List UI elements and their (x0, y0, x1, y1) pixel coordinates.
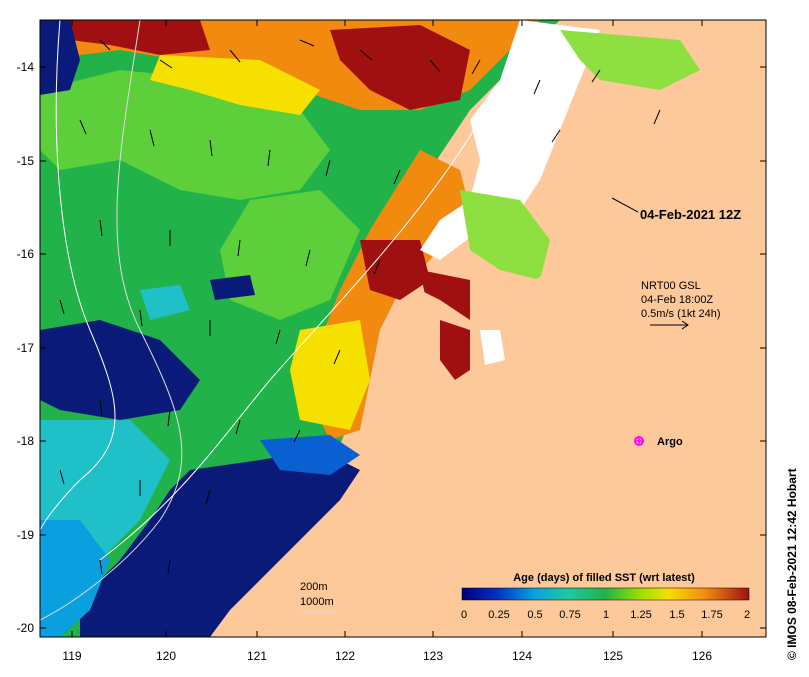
y-label: -18 (17, 434, 35, 448)
colorbar-tick: 0.5 (527, 609, 542, 621)
colorbar-title: Age (days) of filled SST (wrt latest) (513, 572, 695, 584)
date-label: 04-Feb-2021 12Z (640, 207, 741, 222)
y-label: -16 (17, 247, 35, 261)
y-axis-labels: -14 -15 -16 -17 -18 -19 -20 (17, 60, 35, 635)
colorbar-tick: 1.25 (630, 609, 651, 621)
y-label: -19 (17, 528, 35, 542)
x-label: 119 (62, 649, 81, 663)
x-label: 122 (335, 649, 355, 663)
plot-border (39, 19, 767, 638)
colorbar-ticks: 0 0.25 0.5 0.75 1 1.25 1.5 1.75 2 (461, 609, 750, 621)
x-axis-labels: 119 120 121 122 123 124 125 126 (62, 649, 712, 663)
colorbar-tick: 1.75 (701, 609, 722, 621)
x-label: 121 (247, 649, 267, 663)
y-label: -20 (17, 621, 35, 635)
colorbar-tick: 0.25 (488, 609, 509, 621)
x-label: 125 (603, 649, 623, 663)
current-scale: 0.5m/s (1kt 24h) (641, 308, 720, 320)
x-label: 123 (423, 649, 443, 663)
contour-200m (40, 20, 183, 621)
argo-label: Argo (657, 436, 683, 448)
depth-legend-1000m: 1000m (300, 596, 334, 608)
y-label: -14 (17, 60, 35, 74)
land (220, 20, 766, 637)
colorbar (461, 587, 750, 601)
current-vectors (59, 39, 661, 575)
current-source: NRT00 GSL (641, 280, 701, 292)
x-label: 124 (512, 649, 532, 663)
credit-text: © IMOS 08-Feb-2021 12:42 Hobart (785, 468, 799, 660)
colorbar-tick: 0 (461, 609, 467, 621)
date-pointer (611, 197, 639, 213)
scale-arrow (650, 320, 689, 330)
y-label: -17 (17, 341, 35, 355)
y-label: -15 (17, 154, 35, 168)
axis-ticks (40, 20, 766, 637)
sst-field (40, 20, 766, 637)
depth-legend-200m: 200m (300, 581, 328, 593)
x-label: 120 (156, 649, 176, 663)
current-time: 04-Feb 18:00Z (641, 294, 713, 306)
colorbar-tick: 1.5 (669, 609, 684, 621)
colorbar-tick: 0.75 (559, 609, 580, 621)
colorbar-tick: 1 (603, 609, 609, 621)
no-data-white (420, 20, 600, 260)
colorbar-tick: 2 (744, 609, 750, 621)
contour-1000m (40, 20, 116, 531)
dark-ocean-south (40, 320, 200, 420)
argo-marker-icon (634, 436, 644, 446)
x-label: 126 (692, 649, 712, 663)
